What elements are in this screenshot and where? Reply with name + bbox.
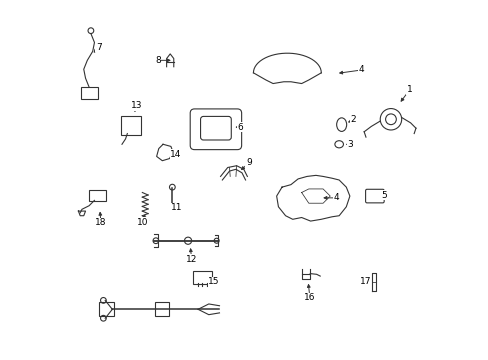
- Text: 6: 6: [237, 123, 243, 132]
- Text: 8: 8: [155, 56, 161, 65]
- Text: 2: 2: [350, 116, 356, 125]
- Text: 9: 9: [245, 158, 251, 167]
- Text: 10: 10: [137, 218, 148, 227]
- Text: 14: 14: [170, 150, 181, 159]
- Text: 5: 5: [381, 190, 386, 199]
- Text: 3: 3: [346, 140, 352, 149]
- Text: 7: 7: [96, 42, 102, 51]
- Text: 4: 4: [333, 193, 339, 202]
- Text: 13: 13: [131, 101, 142, 110]
- Text: 16: 16: [304, 293, 315, 302]
- Text: 18: 18: [95, 219, 106, 228]
- Text: 11: 11: [170, 203, 182, 212]
- Text: 1: 1: [406, 85, 411, 94]
- Text: 12: 12: [185, 255, 197, 264]
- Text: 17: 17: [359, 277, 370, 286]
- Text: 4: 4: [358, 66, 364, 75]
- Text: 15: 15: [208, 277, 220, 286]
